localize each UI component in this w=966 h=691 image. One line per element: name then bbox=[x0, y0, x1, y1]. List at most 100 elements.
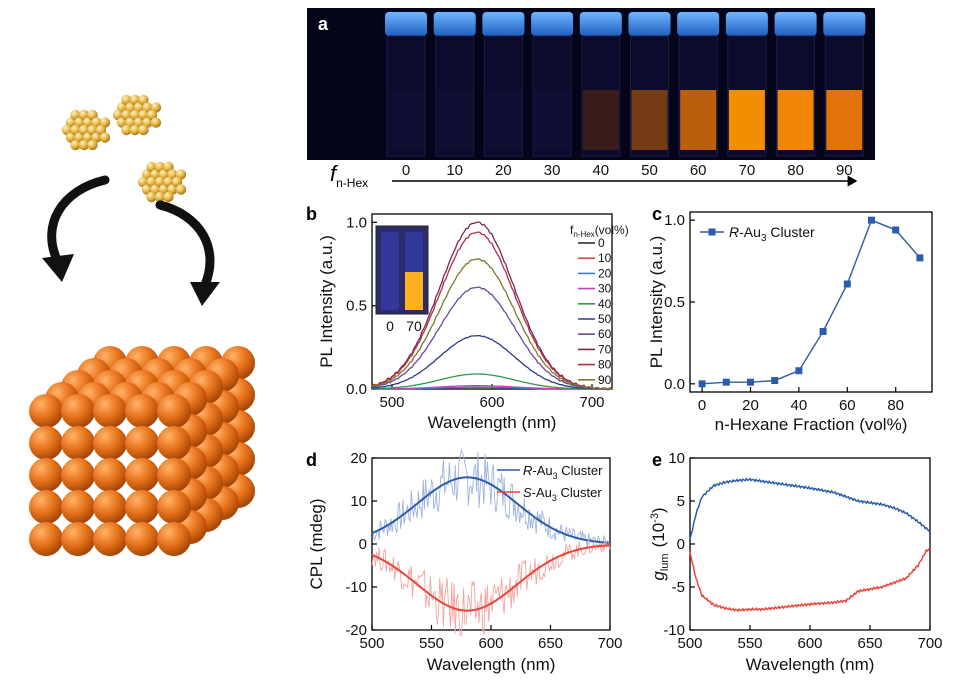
y-tick-label: 5 bbox=[677, 493, 685, 510]
y-axis-title: CPL (mdeg) bbox=[307, 498, 326, 589]
vial bbox=[823, 12, 866, 157]
panel-label-c: c bbox=[652, 204, 662, 224]
fraction-label: 20 bbox=[495, 162, 512, 179]
y-axis-title: PL Intensity (a.u.) bbox=[317, 235, 336, 368]
y-tick-label: -10 bbox=[663, 622, 685, 639]
x-tick-label: 80 bbox=[887, 397, 904, 414]
data-point bbox=[892, 226, 900, 234]
x-axis-title: Wavelength (nm) bbox=[428, 413, 557, 432]
y-axis-title: PL Intensity (a.u.) bbox=[647, 236, 666, 369]
legend-label: 70 bbox=[598, 342, 612, 356]
legend-label: 90 bbox=[598, 373, 612, 387]
orange-sphere bbox=[125, 522, 159, 556]
x-tick-label: 700 bbox=[917, 635, 942, 652]
inset-label-70: 70 bbox=[406, 318, 422, 334]
orange-sphere bbox=[29, 394, 63, 428]
orange-sphere bbox=[157, 522, 191, 556]
fraction-axis-label: fn-Hex bbox=[330, 161, 368, 190]
legend-label: 80 bbox=[598, 358, 612, 372]
vial-solution bbox=[777, 90, 814, 150]
legend-label: 10 bbox=[598, 251, 612, 265]
gold-atom bbox=[87, 139, 98, 151]
legend-label: 20 bbox=[598, 266, 612, 280]
vial-cap bbox=[482, 12, 525, 36]
legend-label: R-Au3 Cluster bbox=[729, 224, 815, 244]
panel-a-vial-photo: a fn-Hex 0 10 20 30 40 50 60 70 80 90 bbox=[307, 8, 875, 190]
data-point bbox=[698, 380, 706, 388]
x-tick-label: 500 bbox=[677, 635, 702, 652]
vial-solution bbox=[631, 90, 668, 150]
orange-sphere bbox=[125, 426, 159, 460]
orange-sphere bbox=[125, 490, 159, 524]
legend-label: 40 bbox=[598, 297, 612, 311]
panel-e-glum: e 500 550 600 650 700 -10 -5 0 5 10 Wavelength (nm… bbox=[649, 450, 943, 674]
gold-nanocluster-icon bbox=[61, 109, 111, 151]
data-point bbox=[771, 377, 779, 385]
legend-label: 50 bbox=[598, 312, 612, 326]
inset-vial-0 bbox=[381, 232, 399, 310]
vial-solution bbox=[534, 90, 571, 150]
orange-sphere bbox=[93, 522, 127, 556]
legend-marker bbox=[708, 228, 716, 236]
orange-sphere bbox=[29, 426, 63, 460]
gold-atom bbox=[138, 124, 149, 136]
fraction-label: 30 bbox=[544, 162, 561, 179]
legend-label: 60 bbox=[598, 327, 612, 341]
fraction-label: 0 bbox=[402, 162, 410, 179]
gold-nanocluster-icon bbox=[137, 161, 187, 203]
gold-atom bbox=[150, 117, 162, 128]
gold-atom bbox=[70, 139, 81, 151]
x-tick-label: 700 bbox=[597, 635, 622, 652]
panel-label-b: b bbox=[306, 204, 317, 224]
fraction-label: 60 bbox=[690, 162, 707, 179]
glum-curve-R bbox=[689, 477, 931, 540]
y-tick-label: 0.0 bbox=[664, 376, 685, 393]
assembly-schematic bbox=[29, 94, 255, 556]
data-point bbox=[795, 367, 803, 375]
x-axis-title: Wavelength (nm) bbox=[427, 655, 556, 674]
fraction-label: 40 bbox=[592, 162, 609, 179]
orange-sphere bbox=[29, 458, 63, 492]
curved-arrow-icon bbox=[155, 200, 220, 306]
y-tick-label: 10 bbox=[350, 493, 367, 510]
data-point bbox=[916, 254, 924, 262]
inset-solution-70 bbox=[405, 272, 423, 310]
orange-sphere bbox=[29, 522, 63, 556]
y-tick-label: 1.0 bbox=[664, 212, 685, 229]
orange-sphere bbox=[61, 522, 95, 556]
panel-label-d: d bbox=[306, 450, 317, 470]
vial-solution bbox=[582, 90, 619, 150]
x-tick-label: 500 bbox=[379, 394, 404, 411]
vial bbox=[579, 12, 622, 157]
orange-sphere bbox=[93, 426, 127, 460]
pl-curve-90 bbox=[371, 258, 613, 391]
y-tick-label: 10 bbox=[668, 450, 685, 467]
x-tick-label: 600 bbox=[478, 635, 503, 652]
vial-solution bbox=[485, 90, 522, 150]
x-tick-label: 60 bbox=[839, 397, 856, 414]
gold-atom bbox=[78, 139, 90, 151]
vial-solution bbox=[680, 90, 717, 150]
fraction-label: 90 bbox=[836, 162, 853, 179]
y-tick-label: 0 bbox=[677, 536, 685, 553]
pl-curve-40 bbox=[371, 373, 613, 390]
glum-curve-S bbox=[689, 547, 931, 613]
pl-curve-50 bbox=[371, 334, 613, 390]
data-point bbox=[747, 378, 754, 386]
curved-arrow-icon bbox=[42, 175, 110, 282]
vial-solution bbox=[436, 90, 473, 150]
legend-label: S-Au3 Cluster bbox=[523, 485, 602, 503]
vial bbox=[774, 12, 817, 157]
orange-sphere bbox=[61, 394, 95, 428]
pl-curve-60 bbox=[371, 286, 613, 391]
orange-sphere bbox=[157, 490, 191, 524]
vial bbox=[628, 12, 671, 157]
legend-label: 30 bbox=[598, 282, 612, 296]
vial bbox=[482, 12, 525, 157]
orange-cube-assembly-icon bbox=[29, 346, 255, 556]
y-tick-label: -10 bbox=[345, 579, 367, 596]
gold-atom bbox=[163, 191, 174, 203]
vial-solution bbox=[728, 90, 765, 150]
panel-c-pl-vs-fraction: c 0 20 40 60 80 0.0 0.5 1.0 R-Au3 Cluster n-Hexan… bbox=[647, 204, 933, 434]
